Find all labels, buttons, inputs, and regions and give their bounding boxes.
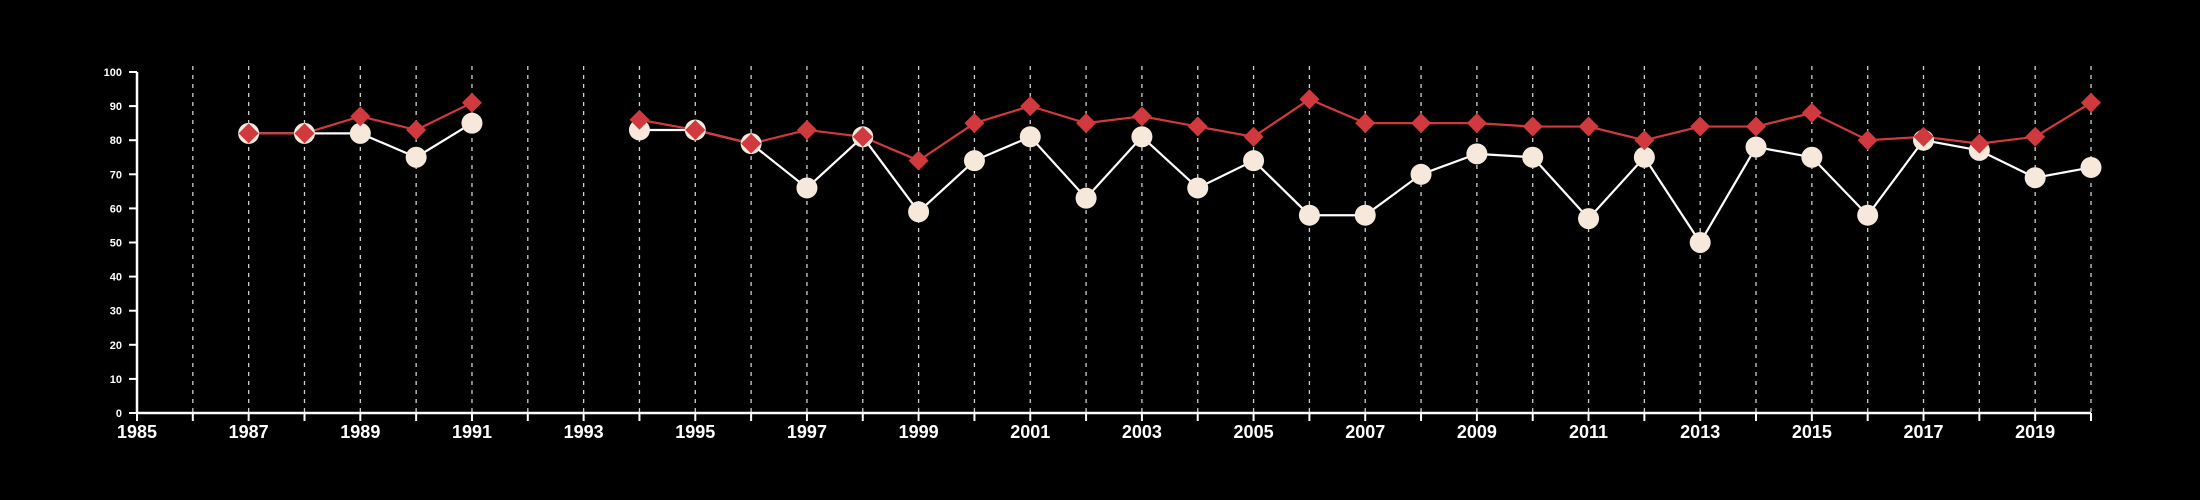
x-tick-label: 1999 <box>899 422 939 442</box>
data-point-circle <box>1298 204 1320 226</box>
data-point-diamond <box>1857 130 1878 151</box>
x-tick-label: 1991 <box>452 422 492 442</box>
data-point-circle <box>2024 167 2046 189</box>
y-tick-label: 100 <box>104 67 122 79</box>
data-point-circle <box>1801 146 1823 168</box>
data-point-circle <box>1466 143 1488 165</box>
y-tick-label: 80 <box>110 135 122 147</box>
series-lines <box>248 98 2092 245</box>
data-point-circle <box>1410 163 1432 185</box>
data-point-diamond <box>1801 102 1822 123</box>
series-markers <box>238 89 2102 253</box>
data-point-circle <box>2080 156 2102 178</box>
data-point-diamond <box>1020 96 1041 117</box>
data-point-circle <box>349 122 371 144</box>
x-axis-ticks: 1985 1987 1989 1991 1993 1995 1997 1999 2001 2003… <box>117 413 2092 442</box>
x-tick-label: 2019 <box>2015 422 2055 442</box>
y-axis-ticks: 0 10 20 30 40 50 60 70 80 90 100 <box>104 67 137 420</box>
data-point-circle <box>1522 146 1544 168</box>
data-point-diamond <box>852 126 873 147</box>
data-point-diamond <box>1690 116 1711 137</box>
data-point-diamond <box>1187 116 1208 137</box>
data-point-circle <box>796 177 818 199</box>
data-point-diamond <box>294 123 315 144</box>
data-point-diamond <box>350 106 371 127</box>
data-point-diamond <box>741 133 762 154</box>
y-tick-label: 30 <box>110 306 122 318</box>
y-tick-label: 90 <box>110 101 122 113</box>
data-point-circle <box>1354 204 1376 226</box>
data-point-diamond <box>1913 126 1934 147</box>
data-point-diamond <box>1746 116 1767 137</box>
data-point-circle <box>1131 126 1153 148</box>
data-point-diamond <box>406 119 427 140</box>
data-point-diamond <box>1466 113 1487 134</box>
data-point-diamond <box>1634 130 1655 151</box>
data-point-diamond <box>2081 92 2101 113</box>
data-point-diamond <box>629 109 650 130</box>
data-point-circle <box>1075 187 1097 209</box>
data-point-diamond <box>238 123 259 144</box>
data-point-circle <box>1019 126 1041 148</box>
data-point-circle <box>461 112 483 134</box>
data-point-diamond <box>964 113 985 134</box>
x-tick-label: 2015 <box>1792 422 1832 442</box>
x-tick-label: 2011 <box>1569 422 1608 442</box>
x-tick-label: 2007 <box>1345 422 1385 442</box>
y-tick-label: 70 <box>110 169 122 181</box>
x-tick-label: 1997 <box>787 422 827 442</box>
x-tick-label: 2017 <box>1903 422 1943 442</box>
y-tick-label: 60 <box>110 203 122 215</box>
data-point-circle <box>1633 146 1655 168</box>
y-tick-label: 10 <box>110 374 122 386</box>
data-point-circle <box>1187 177 1209 199</box>
data-point-diamond <box>1969 133 1990 154</box>
data-point-circle <box>1578 208 1600 230</box>
x-tick-label: 2009 <box>1457 422 1497 442</box>
x-tick-label: 2001 <box>1010 422 1050 442</box>
data-point-diamond <box>796 119 817 140</box>
data-point-circle <box>1243 150 1265 172</box>
data-point-circle <box>1745 136 1767 158</box>
x-tick-label: 2005 <box>1234 422 1274 442</box>
data-point-diamond <box>1355 113 1376 134</box>
data-point-diamond <box>908 150 929 171</box>
y-tick-label: 20 <box>110 340 122 352</box>
data-point-circle <box>963 150 985 172</box>
data-point-diamond <box>1299 89 1320 110</box>
y-tick-label: 0 <box>116 408 122 420</box>
x-tick-label: 1989 <box>340 422 380 442</box>
data-point-diamond <box>685 119 706 140</box>
x-tick-label: 2003 <box>1122 422 1162 442</box>
data-point-diamond <box>1522 116 1543 137</box>
data-point-circle <box>1689 232 1711 253</box>
data-point-circle <box>1857 204 1879 226</box>
x-tick-label: 1985 <box>117 422 157 442</box>
y-tick-label: 40 <box>110 272 122 284</box>
x-tick-label: 1987 <box>229 422 269 442</box>
x-tick-label: 1993 <box>564 422 604 442</box>
data-point-diamond <box>1131 106 1152 127</box>
data-point-diamond <box>2025 126 2046 147</box>
data-point-diamond <box>1411 113 1432 134</box>
data-point-diamond <box>1578 116 1599 137</box>
data-point-circle <box>628 119 650 141</box>
y-tick-label: 50 <box>110 238 122 250</box>
data-point-diamond <box>1076 113 1097 134</box>
x-tick-label: 1995 <box>675 422 715 442</box>
data-point-circle <box>908 201 930 223</box>
x-tick-label: 2013 <box>1680 422 1720 442</box>
data-point-diamond <box>461 92 482 113</box>
data-point-diamond <box>1243 126 1264 147</box>
data-point-circle <box>405 146 427 168</box>
